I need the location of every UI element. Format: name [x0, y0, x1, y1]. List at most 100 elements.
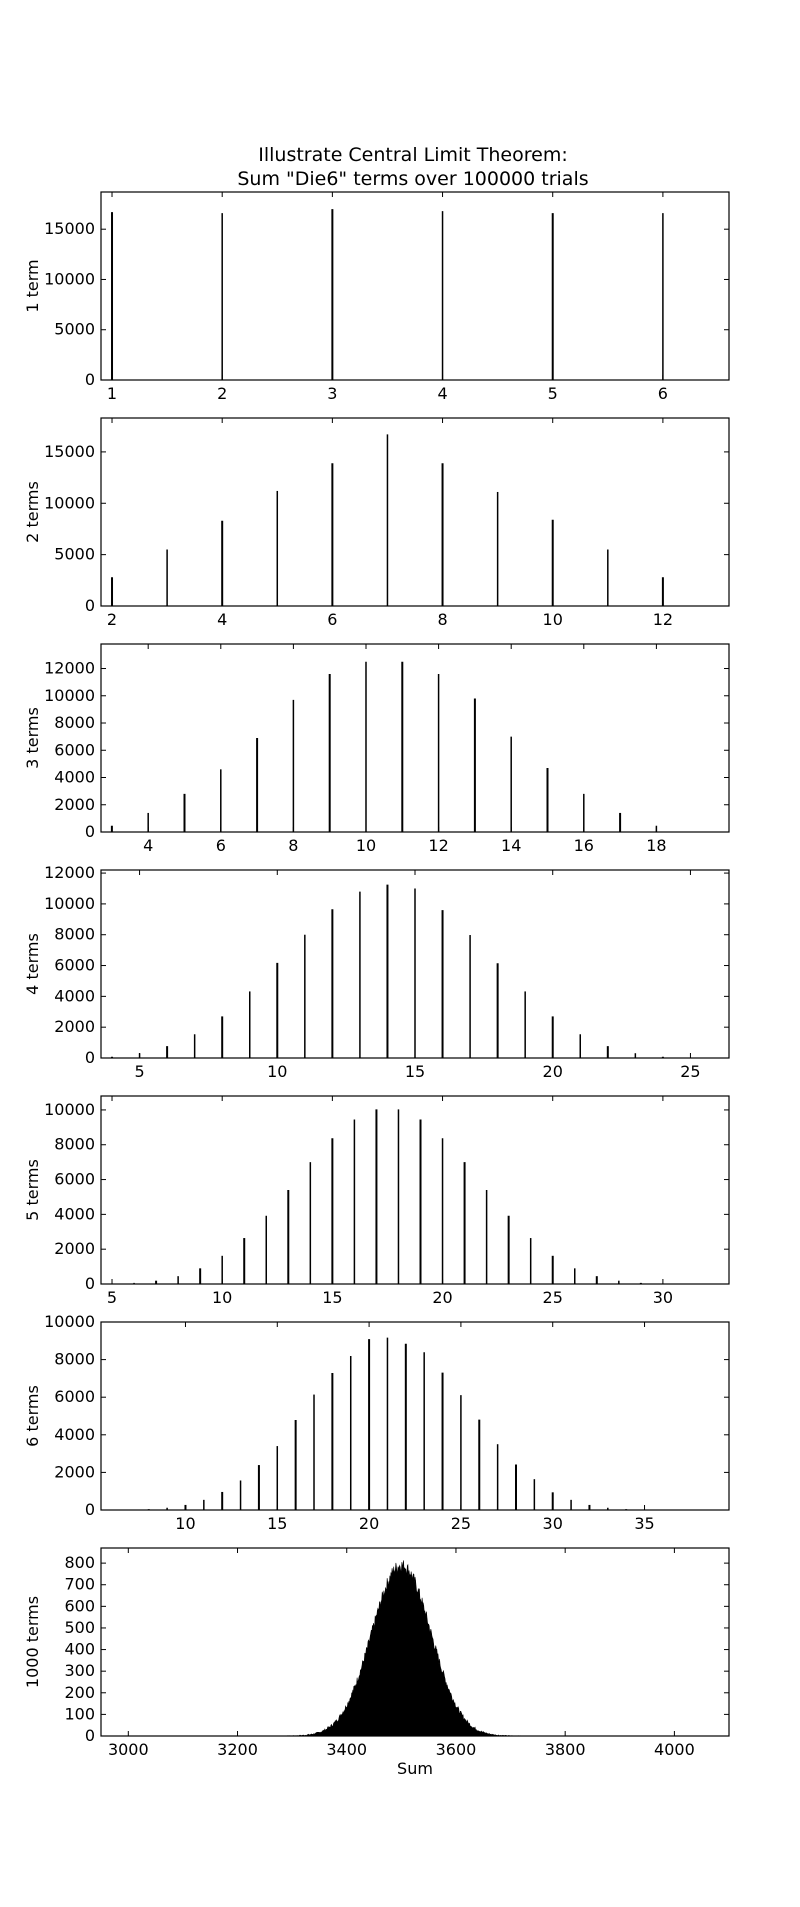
- x-tick-label-5-30: 30: [653, 1288, 673, 1307]
- x-tick-label-3-14: 14: [501, 836, 521, 855]
- y-tick-label-4-12000: 12000: [44, 863, 95, 882]
- x-tick-label-6-15: 15: [267, 1514, 287, 1533]
- x-axis-label-7: Sum: [397, 1759, 433, 1778]
- x-tick-label-4-25: 25: [680, 1062, 700, 1081]
- y-tick-label-1-5000: 5000: [54, 320, 95, 339]
- y-tick-label-5-6000: 6000: [54, 1170, 95, 1189]
- axes-frame-5: [100, 1095, 730, 1285]
- y-tick-label-5-4000: 4000: [54, 1204, 95, 1223]
- y-tick-label-2-15000: 15000: [44, 442, 95, 461]
- y-tick-label-1-15000: 15000: [44, 219, 95, 238]
- x-tick-label-5-15: 15: [322, 1288, 342, 1307]
- y-tick-label-5-0: 0: [85, 1274, 95, 1293]
- y-tick-label-2-5000: 5000: [54, 545, 95, 564]
- y-axis-label-2: 2 terms: [23, 481, 42, 543]
- y-tick-label-7-400: 400: [64, 1640, 95, 1659]
- figure-title-line-2: Sum "Die6" terms over 100000 trials: [237, 168, 588, 190]
- subplot-3: 4 6 8 10 12 14 16 18 0 2000 4000 6000 8000 10000 12000…: [23, 643, 730, 855]
- x-tick-label-6-25: 25: [451, 1514, 471, 1533]
- y-tick-label-6-0: 0: [85, 1500, 95, 1519]
- y-tick-label-4-6000: 6000: [54, 956, 95, 975]
- subplot-7: 3000 3200 3400 3600 3800 4000 0 100 200 300 400 500…: [23, 1547, 730, 1778]
- x-tick-label-7-3400: 3400: [326, 1740, 367, 1759]
- subplot-1: 1 2 3 4 5 6 0 5000 10000 15000 1 term: [23, 191, 730, 403]
- subplot-4: 5 10 15 20 25 0 2000 4000 6000 8000 10000 12000 4 te…: [23, 863, 730, 1081]
- axes-frame-2: [100, 417, 730, 607]
- x-tick-label-1-4: 4: [437, 384, 447, 403]
- x-tick-label-7-4000: 4000: [654, 1740, 695, 1759]
- y-tick-label-3-4000: 4000: [54, 768, 95, 787]
- x-tick-label-5-10: 10: [212, 1288, 232, 1307]
- x-tick-label-1-5: 5: [548, 384, 558, 403]
- y-tick-label-7-600: 600: [64, 1596, 95, 1615]
- x-tick-label-2-4: 4: [217, 610, 227, 629]
- subplot-2: 2 4 6 8 10 12 0 5000 10000 15000 2 terms: [23, 417, 730, 629]
- x-tick-label-7-3200: 3200: [217, 1740, 258, 1759]
- x-tick-label-1-1: 1: [107, 384, 117, 403]
- x-tick-label-3-16: 16: [574, 836, 594, 855]
- y-tick-label-2-0: 0: [85, 596, 95, 615]
- y-tick-label-5-2000: 2000: [54, 1239, 95, 1258]
- y-axis-label-7: 1000 terms: [23, 1596, 42, 1688]
- x-tick-label-5-25: 25: [543, 1288, 563, 1307]
- y-tick-label-7-800: 800: [64, 1553, 95, 1572]
- x-tick-label-5-5: 5: [107, 1288, 117, 1307]
- x-tick-label-2-6: 6: [327, 610, 337, 629]
- y-tick-label-3-2000: 2000: [54, 795, 95, 814]
- y-tick-label-7-300: 300: [64, 1661, 95, 1680]
- y-tick-label-5-8000: 8000: [54, 1135, 95, 1154]
- x-tick-label-5-20: 20: [432, 1288, 452, 1307]
- y-tick-label-3-12000: 12000: [44, 659, 95, 678]
- subplot-6: 10 15 20 25 30 35 0 2000 4000 6000 8000 10000 6 term…: [23, 1312, 730, 1533]
- y-tick-label-4-4000: 4000: [54, 986, 95, 1005]
- x-tick-label-3-6: 6: [216, 836, 226, 855]
- y-tick-label-7-100: 100: [64, 1704, 95, 1723]
- y-tick-label-6-2000: 2000: [54, 1462, 95, 1481]
- y-axis-label-4: 4 terms: [23, 933, 42, 995]
- y-tick-label-7-500: 500: [64, 1618, 95, 1637]
- x-tick-label-4-5: 5: [134, 1062, 144, 1081]
- axes-frame-3: [100, 643, 730, 833]
- y-tick-label-7-700: 700: [64, 1575, 95, 1594]
- x-tick-label-3-12: 12: [428, 836, 448, 855]
- y-tick-label-2-10000: 10000: [44, 493, 95, 512]
- x-tick-label-3-8: 8: [288, 836, 298, 855]
- x-tick-label-4-10: 10: [267, 1062, 287, 1081]
- axes-frame-6: [100, 1321, 730, 1511]
- x-tick-label-3-18: 18: [646, 836, 666, 855]
- y-tick-label-4-10000: 10000: [44, 894, 95, 913]
- x-tick-label-1-6: 6: [658, 384, 668, 403]
- x-tick-label-4-15: 15: [405, 1062, 425, 1081]
- y-tick-label-4-0: 0: [85, 1048, 95, 1067]
- x-tick-label-1-3: 3: [327, 384, 337, 403]
- y-axis-label-6: 6 terms: [23, 1385, 42, 1447]
- x-tick-label-7-3600: 3600: [436, 1740, 477, 1759]
- y-tick-label-6-6000: 6000: [54, 1387, 95, 1406]
- x-tick-label-1-2: 2: [217, 384, 227, 403]
- histogram-area: [275, 1560, 528, 1737]
- y-tick-label-3-6000: 6000: [54, 740, 95, 759]
- y-tick-label-4-8000: 8000: [54, 925, 95, 944]
- x-tick-label-2-2: 2: [107, 610, 117, 629]
- x-tick-label-6-30: 30: [543, 1514, 563, 1533]
- y-axis-label-1: 1 term: [23, 259, 42, 312]
- x-tick-label-2-12: 12: [653, 610, 673, 629]
- y-axis-label-3: 3 terms: [23, 707, 42, 769]
- y-tick-label-3-0: 0: [85, 822, 95, 841]
- y-tick-label-4-2000: 2000: [54, 1017, 95, 1036]
- x-tick-label-4-20: 20: [543, 1062, 563, 1081]
- figure-title-line-1: Illustrate Central Limit Theorem:: [258, 144, 568, 166]
- y-tick-label-5-10000: 10000: [44, 1100, 95, 1119]
- x-tick-label-2-10: 10: [543, 610, 563, 629]
- x-tick-label-6-10: 10: [175, 1514, 195, 1533]
- y-tick-label-7-200: 200: [64, 1683, 95, 1702]
- axes-frame-1: [100, 191, 730, 381]
- x-tick-label-7-3800: 3800: [545, 1740, 586, 1759]
- y-tick-label-3-10000: 10000: [44, 686, 95, 705]
- y-tick-label-6-8000: 8000: [54, 1350, 95, 1369]
- x-tick-label-7-3000: 3000: [108, 1740, 149, 1759]
- y-tick-label-6-10000: 10000: [44, 1312, 95, 1331]
- y-tick-label-7-0: 0: [85, 1726, 95, 1745]
